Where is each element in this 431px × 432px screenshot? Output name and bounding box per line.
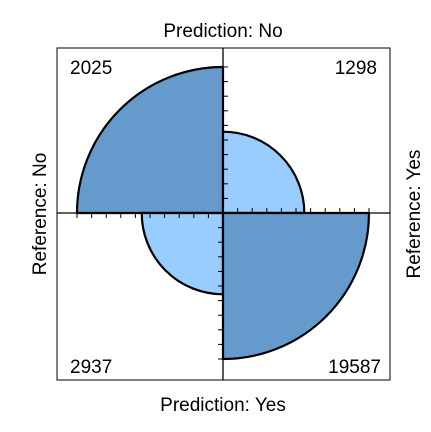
label-left: Reference: No xyxy=(30,153,51,276)
sector-top-left xyxy=(75,65,225,215)
cell-value-top-left: 2025 xyxy=(70,58,112,79)
sectors-group xyxy=(75,65,371,361)
sector-bottom-left xyxy=(140,211,225,296)
cell-value-bottom-left: 2937 xyxy=(70,357,112,378)
sector-top-right xyxy=(221,130,306,215)
cell-value-top-right: 1298 xyxy=(335,58,377,79)
ticks-group xyxy=(76,66,370,360)
label-bottom: Prediction: Yes xyxy=(160,395,286,416)
label-right: Reference: Yes xyxy=(404,150,425,279)
cell-value-bottom-right: 19587 xyxy=(328,357,381,378)
sector-bottom-right xyxy=(221,211,371,361)
label-top: Prediction: No xyxy=(163,21,282,42)
